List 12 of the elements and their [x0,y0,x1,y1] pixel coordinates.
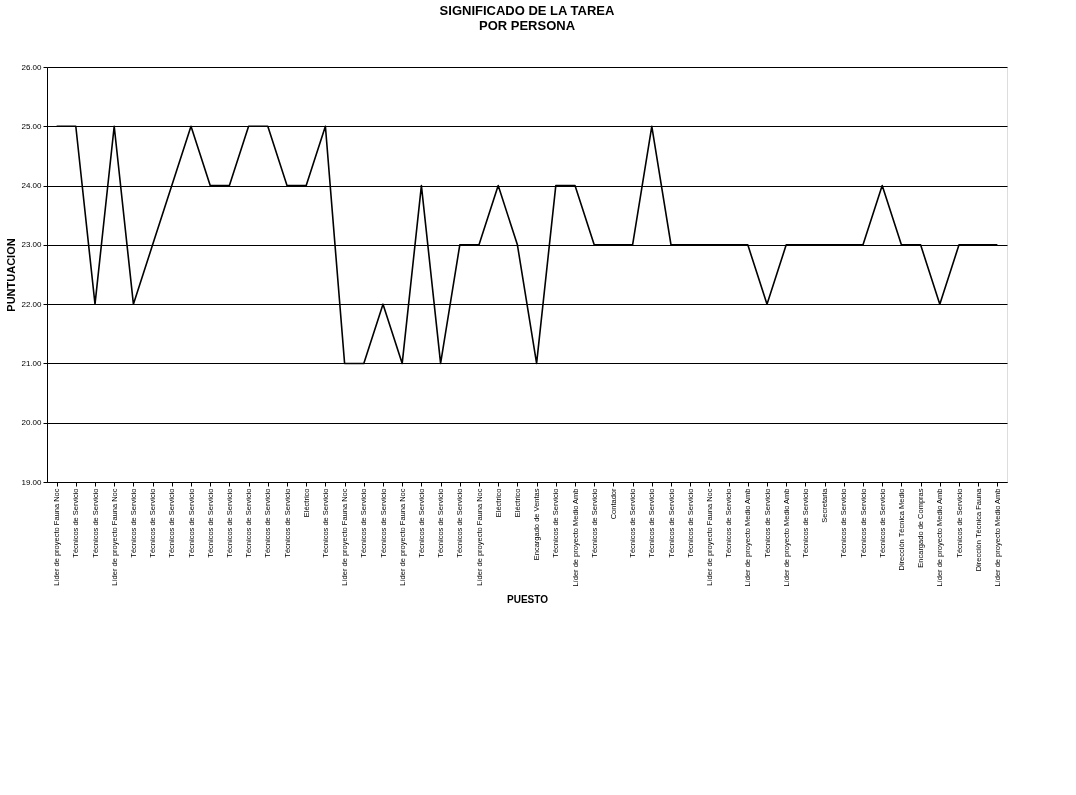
y-tick-label: 21.00 [21,358,43,368]
y-tick-label: 25.00 [21,121,43,131]
y-tick-label: 20.00 [21,418,43,428]
y-axis-title: PUNTUACION [5,238,18,312]
y-tick-label: 19.00 [21,477,43,487]
y-tick-label: 26.00 [21,62,43,72]
y-tick-label: 24.00 [21,181,43,191]
y-tick-label: 22.00 [21,299,43,309]
y-tick-label: 23.00 [21,240,43,250]
text: POR PERSONA [478,18,576,33]
text: SIGNIFICADO DE LA TAREA [439,3,615,18]
x-axis-title: PUESTO [507,593,549,605]
